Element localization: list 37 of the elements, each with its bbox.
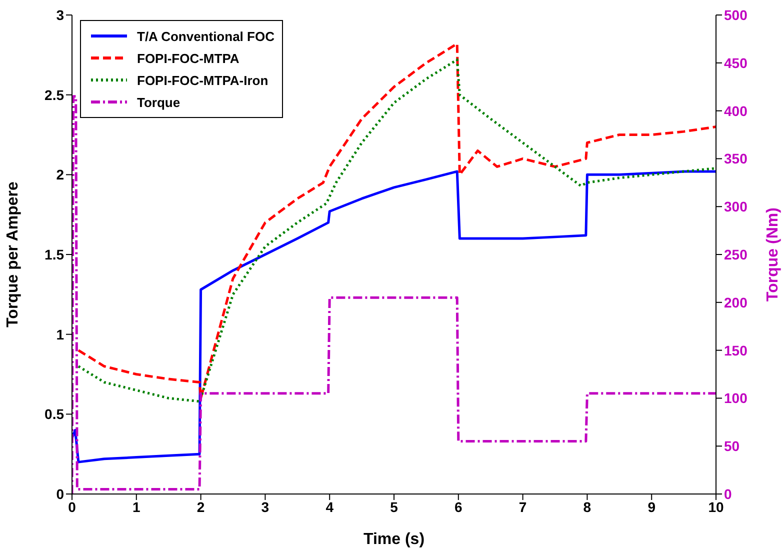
x-tick-label: 4 <box>326 498 334 515</box>
y2-tick-label: 150 <box>724 342 748 358</box>
y-tick-label: 2 <box>56 166 64 183</box>
x-tick-label: 3 <box>261 498 270 515</box>
y2-tick-label: 450 <box>724 54 748 71</box>
x-tick-label: 0 <box>68 498 76 515</box>
y2-tick-label: 500 <box>724 6 748 23</box>
y-tick-label: 3 <box>56 6 64 23</box>
y2-tick-label: 250 <box>724 246 748 262</box>
y2-axis-title: Torque (Nm) <box>764 208 782 302</box>
y-axis-title: Torque per Ampere <box>4 182 22 328</box>
x-tick-label: 5 <box>390 498 398 515</box>
legend-label: FOPI-FOC-MTPA <box>137 50 240 66</box>
legend-label: T/A Conventional FOC <box>137 28 274 44</box>
y2-tick-label: 0 <box>724 486 732 502</box>
y-tick-label: 1.5 <box>44 246 64 262</box>
y2-tick-label: 100 <box>724 390 748 406</box>
y2-tick-label: 200 <box>724 294 748 310</box>
legend-label: Torque <box>137 94 180 110</box>
x-tick-label: 7 <box>518 498 527 515</box>
y2-tick-label: 50 <box>724 438 740 454</box>
x-tick-label: 2 <box>196 498 205 515</box>
x-tick-label: 1 <box>132 498 140 515</box>
legend-label: FOPI-FOC-MTPA-Iron <box>137 72 268 88</box>
y-tick-label: 0.5 <box>44 406 64 422</box>
x-tick-label: 9 <box>648 498 656 515</box>
y2-tick-label: 400 <box>724 102 748 119</box>
y-tick-label: 1 <box>56 326 64 342</box>
x-tick-label: 10 <box>708 498 724 515</box>
y2-tick-label: 350 <box>724 150 748 167</box>
y-tick-label: 0 <box>56 486 64 502</box>
y-tick-label: 2.5 <box>44 86 64 103</box>
y2-tick-label: 300 <box>724 198 748 215</box>
x-axis-title: Time (s) <box>363 531 425 548</box>
x-tick-label: 8 <box>583 498 592 515</box>
x-tick-label: 6 <box>454 498 462 515</box>
line-series <box>72 170 716 464</box>
